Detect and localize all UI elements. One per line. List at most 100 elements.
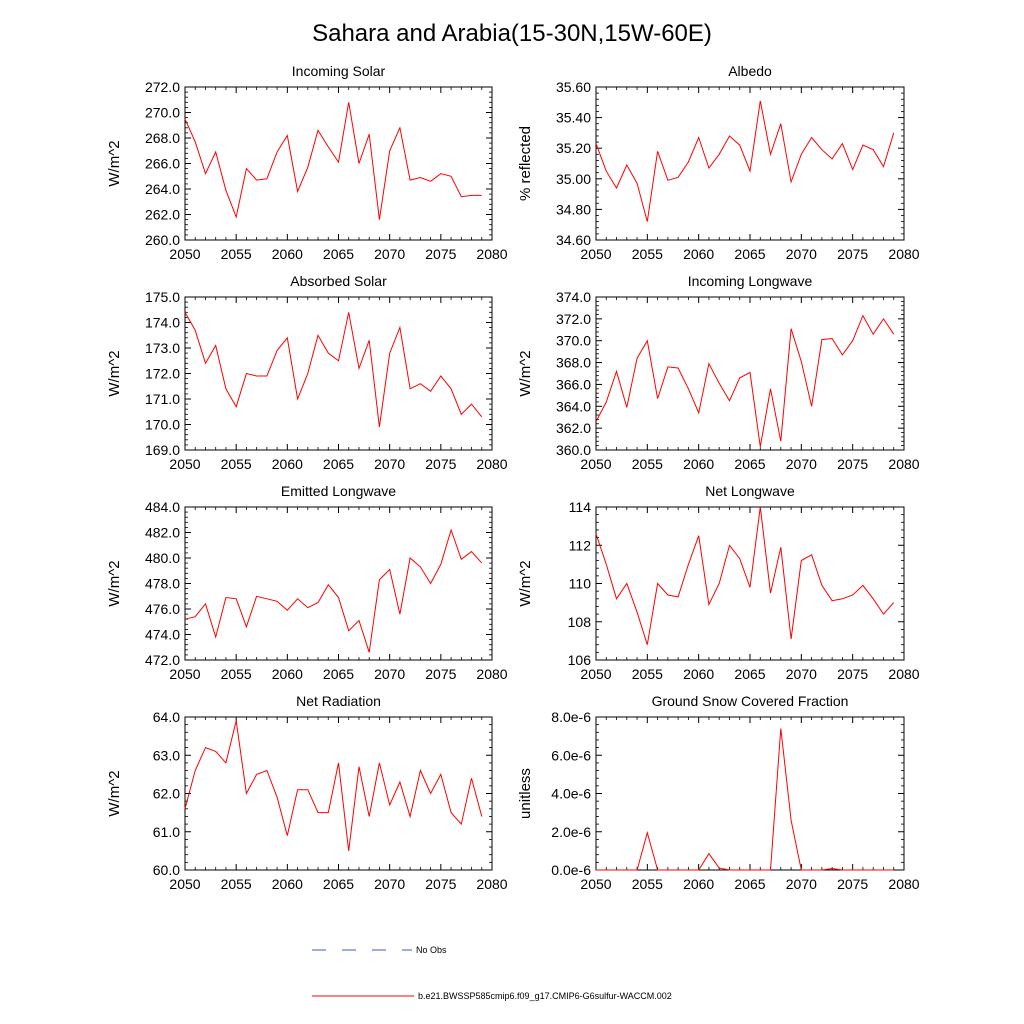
y-tick-label: 61.0	[153, 824, 180, 840]
panels-group: Incoming Solar W/m^2 2050 2055 2060 2065 2070 2…	[106, 63, 920, 892]
y-tick-label: 35.60	[556, 79, 591, 95]
series-line-net-radiation	[184, 720, 483, 851]
series-line-ground-snow-covered-fraction	[596, 728, 894, 871]
x-tick-label: 2055	[632, 456, 663, 472]
y-tick-label: 484.0	[145, 499, 180, 515]
y-tick-label: 478.0	[145, 576, 180, 592]
x-tick-label: 2075	[837, 456, 868, 472]
y-tick-label: 474.0	[145, 627, 180, 643]
panel-net-longwave: Net Longwave W/m^2 2050 2055 2060 2065 2070 207…	[517, 483, 920, 682]
y-tick-label: 170.0	[145, 417, 180, 433]
plot-frame	[184, 86, 493, 241]
x-tick-label: 2080	[476, 666, 507, 682]
y-tick-label: 374.0	[556, 289, 591, 305]
x-tick-label: 2080	[888, 876, 919, 892]
y-tick-label: 172.0	[145, 366, 180, 382]
y-axis-label: W/m^2	[106, 560, 123, 606]
panel-title: Albedo	[728, 63, 772, 79]
x-tick-label: 2055	[632, 666, 663, 682]
y-tick-label: 173.0	[145, 340, 180, 356]
y-axis-label: % reflected	[517, 126, 534, 201]
x-tick-label: 2060	[272, 666, 303, 682]
y-tick-label: 112	[569, 537, 592, 553]
y-tick-label: 260.0	[145, 232, 180, 248]
y-tick-label: 35.20	[556, 140, 591, 156]
y-tick-label: 476.0	[145, 601, 180, 617]
x-tick-label: 2075	[837, 666, 868, 682]
y-tick-label: 362.0	[556, 420, 591, 436]
series-line-albedo	[595, 100, 895, 222]
y-tick-label: 34.80	[556, 201, 591, 217]
legend-model-label: b.e21.BWSSP585cmip6.f09_g17.CMIP6-G6sulf…	[418, 991, 672, 1001]
x-tick-label: 2065	[323, 246, 354, 262]
y-tick-label: 364.0	[556, 398, 591, 414]
x-tick-label: 2050	[580, 246, 611, 262]
y-tick-label: 262.0	[145, 207, 180, 223]
x-tick-label: 2060	[683, 876, 714, 892]
plot-frame	[595, 716, 905, 871]
x-tick-label: 2055	[221, 246, 252, 262]
x-tick-label: 2055	[632, 246, 663, 262]
x-tick-label: 2050	[169, 666, 200, 682]
x-tick-label: 2070	[786, 666, 817, 682]
y-tick-label: 272.0	[145, 79, 180, 95]
panel-title: Emitted Longwave	[281, 483, 396, 499]
y-axis-label: W/m^2	[106, 140, 123, 186]
x-tick-label: 2060	[683, 456, 714, 472]
y-tick-label: 480.0	[145, 550, 180, 566]
panel-absorbed-solar: Absorbed Solar W/m^2 2050 2055 2060 2065 2070 2…	[106, 273, 508, 472]
y-tick-label: 372.0	[556, 311, 591, 327]
y-axis-label: W/m^2	[106, 350, 123, 396]
legend: No Obs b.e21.BWSSP585cmip6.f09_g17.CMIP6…	[312, 945, 672, 1001]
y-tick-label: 6.0e-6	[551, 747, 591, 763]
y-tick-label: 60.0	[153, 862, 180, 878]
y-tick-label: 64.0	[153, 709, 180, 725]
y-tick-label: 370.0	[556, 333, 591, 349]
x-tick-label: 2060	[272, 456, 303, 472]
panel-incoming-longwave: Incoming Longwave W/m^2 2050 2055 2060 2065 20…	[517, 273, 920, 472]
y-axis-label: unitless	[517, 768, 534, 819]
x-tick-label: 2055	[221, 876, 252, 892]
y-tick-label: 108	[568, 614, 592, 630]
x-tick-label: 2080	[476, 246, 507, 262]
y-tick-label: 35.40	[556, 110, 591, 126]
x-tick-label: 2080	[888, 666, 919, 682]
y-tick-label: 171.0	[145, 391, 180, 407]
x-tick-label: 2065	[734, 246, 765, 262]
y-tick-label: 2.0e-6	[551, 824, 591, 840]
y-tick-label: 34.60	[556, 232, 591, 248]
y-tick-label: 62.0	[153, 786, 180, 802]
plot-frame	[184, 506, 493, 661]
y-tick-label: 114	[569, 499, 592, 515]
y-axis-label: W/m^2	[517, 560, 534, 606]
panel-ground-snow-covered-fraction: Ground Snow Covered Fraction unitless 2050…	[517, 693, 920, 892]
x-tick-label: 2075	[837, 876, 868, 892]
panel-albedo: Albedo % reflected 2050 2055 2060 2065 2070 207…	[517, 63, 920, 262]
panel-incoming-solar: Incoming Solar W/m^2 2050 2055 2060 2065 2070 2…	[106, 63, 508, 262]
x-tick-label: 2060	[683, 246, 714, 262]
y-tick-label: 360.0	[556, 442, 591, 458]
y-tick-label: 175.0	[145, 289, 180, 305]
series-line-incoming-solar	[184, 102, 482, 220]
y-tick-label: 106	[568, 652, 592, 668]
panel-title: Net Longwave	[705, 483, 795, 499]
x-tick-label: 2050	[169, 876, 200, 892]
y-tick-label: 368.0	[556, 355, 591, 371]
x-tick-label: 2070	[786, 876, 817, 892]
x-tick-label: 2065	[323, 876, 354, 892]
x-tick-label: 2070	[374, 666, 405, 682]
y-tick-label: 63.0	[153, 747, 180, 763]
y-tick-label: 4.0e-6	[551, 786, 591, 802]
x-tick-label: 2050	[580, 666, 611, 682]
x-tick-label: 2070	[374, 876, 405, 892]
plot-frame	[595, 86, 905, 241]
y-tick-label: 366.0	[556, 376, 591, 392]
series-line-net-longwave	[595, 506, 895, 645]
x-tick-label: 2075	[425, 456, 456, 472]
y-axis-label: W/m^2	[517, 350, 534, 396]
x-tick-label: 2060	[683, 666, 714, 682]
x-tick-label: 2055	[632, 876, 663, 892]
x-tick-label: 2060	[272, 876, 303, 892]
x-tick-label: 2065	[323, 666, 354, 682]
